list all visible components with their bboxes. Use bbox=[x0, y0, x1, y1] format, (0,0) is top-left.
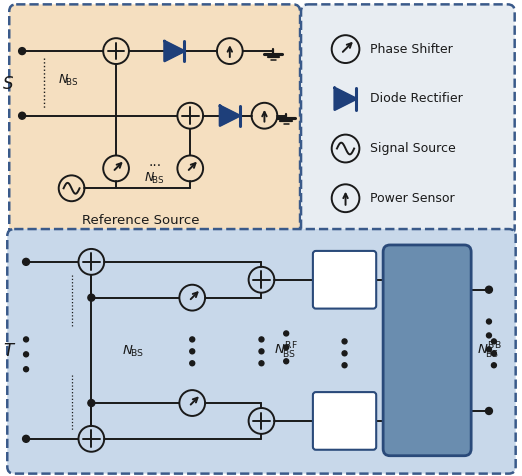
Text: $N_{\!\mathrm{BS}}$: $N_{\!\mathrm{BS}}$ bbox=[58, 73, 79, 89]
Text: Baseband: Baseband bbox=[393, 344, 461, 357]
Circle shape bbox=[190, 349, 195, 354]
Circle shape bbox=[19, 112, 26, 119]
FancyBboxPatch shape bbox=[313, 392, 376, 450]
Circle shape bbox=[284, 345, 289, 350]
Circle shape bbox=[259, 361, 264, 366]
FancyBboxPatch shape bbox=[9, 4, 300, 235]
Polygon shape bbox=[335, 88, 357, 110]
Circle shape bbox=[284, 331, 289, 336]
Circle shape bbox=[23, 337, 29, 342]
Text: $T$: $T$ bbox=[3, 342, 16, 360]
Circle shape bbox=[88, 399, 95, 407]
Circle shape bbox=[342, 363, 347, 368]
Polygon shape bbox=[220, 106, 240, 126]
Circle shape bbox=[259, 337, 264, 342]
Text: RF: RF bbox=[336, 407, 353, 419]
Circle shape bbox=[88, 294, 95, 301]
Text: Chain: Chain bbox=[326, 422, 363, 436]
Circle shape bbox=[342, 339, 347, 344]
Text: $N_{\!\mathrm{BS}}^{\mathrm{BB}}$: $N_{\!\mathrm{BS}}^{\mathrm{BB}}$ bbox=[477, 341, 501, 361]
FancyBboxPatch shape bbox=[7, 229, 516, 474]
Circle shape bbox=[23, 367, 29, 372]
Circle shape bbox=[284, 359, 289, 364]
Circle shape bbox=[485, 286, 492, 293]
Text: $N_{\!\mathrm{BS}}$: $N_{\!\mathrm{BS}}$ bbox=[122, 344, 144, 359]
Circle shape bbox=[190, 337, 195, 342]
Circle shape bbox=[22, 436, 30, 442]
Circle shape bbox=[23, 352, 29, 357]
Circle shape bbox=[491, 339, 496, 344]
Text: Diode Rectifier: Diode Rectifier bbox=[370, 92, 463, 105]
Polygon shape bbox=[164, 41, 184, 61]
Circle shape bbox=[487, 319, 491, 324]
FancyBboxPatch shape bbox=[313, 251, 376, 308]
Text: Power Sensor: Power Sensor bbox=[370, 192, 455, 205]
Circle shape bbox=[342, 351, 347, 356]
FancyBboxPatch shape bbox=[383, 245, 471, 456]
FancyBboxPatch shape bbox=[301, 4, 515, 235]
Circle shape bbox=[491, 351, 496, 356]
Text: RF: RF bbox=[336, 265, 353, 278]
Text: $S$: $S$ bbox=[2, 75, 14, 93]
Text: Signal Source: Signal Source bbox=[370, 142, 456, 155]
Circle shape bbox=[190, 361, 195, 366]
Text: Chain: Chain bbox=[326, 281, 363, 294]
Text: Reference Source: Reference Source bbox=[82, 214, 199, 227]
Text: ...: ... bbox=[148, 156, 161, 169]
Text: Phase Shifter: Phase Shifter bbox=[370, 43, 453, 56]
Circle shape bbox=[259, 349, 264, 354]
Text: $N_{\!\mathrm{BS}}^{\mathrm{RF}}$: $N_{\!\mathrm{BS}}^{\mathrm{RF}}$ bbox=[274, 341, 298, 361]
Circle shape bbox=[491, 363, 496, 368]
Circle shape bbox=[487, 333, 491, 338]
Circle shape bbox=[485, 407, 492, 415]
Circle shape bbox=[22, 258, 30, 265]
Text: $N_{\!\mathrm{BS}}$: $N_{\!\mathrm{BS}}$ bbox=[144, 171, 165, 186]
Circle shape bbox=[19, 48, 26, 55]
Circle shape bbox=[487, 347, 491, 352]
